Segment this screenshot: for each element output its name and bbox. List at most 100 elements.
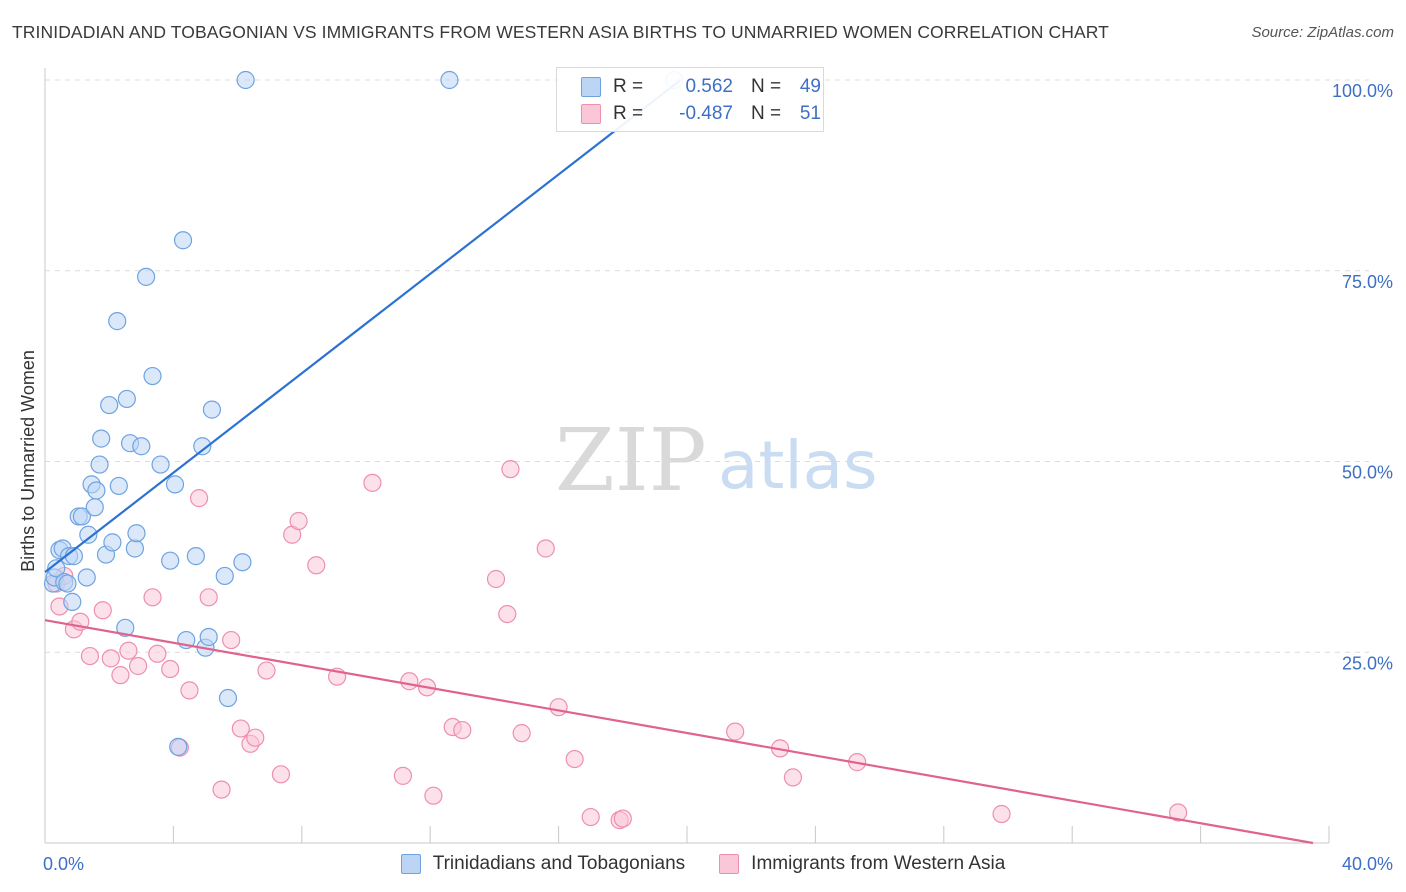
blue-point — [236, 70, 255, 90]
pink-point — [257, 661, 276, 680]
blue-point — [199, 627, 218, 647]
pink-point — [783, 768, 803, 787]
pink-point — [222, 630, 241, 650]
blue-point — [125, 539, 144, 558]
legend-row-pink: R = -0.487 N = 51 — [581, 102, 821, 126]
pink-point — [613, 809, 632, 828]
blue-point — [79, 525, 98, 544]
source-credit: Source: ZipAtlas.com — [1251, 24, 1394, 41]
pink-point — [512, 724, 531, 743]
pink-point — [424, 786, 443, 805]
blue-point — [63, 592, 82, 611]
pink-point — [581, 807, 600, 827]
pink-point — [231, 719, 250, 738]
blue-point — [186, 547, 205, 566]
blue-point — [169, 737, 188, 756]
blue-point — [218, 688, 238, 708]
pink-point — [726, 722, 745, 741]
pink-point — [93, 601, 112, 620]
series-legend: Trinidadians and Tobagonians Immigrants … — [0, 851, 1406, 877]
pink-point — [246, 728, 265, 747]
legend-r-value: -0.487 — [679, 103, 733, 124]
y-tick-label: 50.0% — [1342, 463, 1393, 483]
blue-point — [108, 312, 127, 331]
legend-swatch-pink — [581, 104, 601, 124]
pink-point — [271, 765, 291, 784]
series-legend-item-pink: Immigrants from Western Asia — [719, 853, 1005, 875]
pink-point — [128, 656, 148, 676]
blue-point — [87, 481, 106, 500]
x-tick-label: 40.0% — [1342, 854, 1393, 874]
blue-point — [47, 559, 66, 578]
y-tick-label: 100.0% — [1332, 81, 1393, 101]
blue-trend-line — [44, 79, 682, 574]
series-legend-item-blue: Trinidadians and Tobagonians — [400, 853, 686, 875]
pink-point — [1169, 803, 1188, 822]
chart-title: TRINIDADIAN AND TOBAGONIAN VS IMMIGRANTS… — [12, 22, 1109, 42]
blue-point — [165, 475, 185, 494]
pink-point — [111, 666, 130, 685]
grid-lines — [45, 79, 1369, 653]
pink-point — [307, 556, 326, 575]
pink-point — [393, 766, 413, 785]
blue-point — [90, 455, 109, 474]
blue-point — [77, 568, 96, 587]
watermark-atlas: atlas — [718, 427, 878, 504]
legend-r-value: 0.562 — [685, 76, 733, 97]
axes — [44, 68, 1330, 844]
pink-point — [536, 539, 555, 558]
series-swatch-pink — [719, 854, 740, 874]
pink-point — [549, 698, 568, 717]
pink-point — [180, 681, 199, 700]
series-name-blue: Trinidadians and Tobagonians — [432, 853, 686, 874]
legend-r-label: R = — [613, 103, 644, 124]
blue-point — [193, 437, 212, 456]
legend-row-blue: R = 0.562 N = 49 — [581, 75, 821, 99]
watermark-zip: ZIP — [555, 411, 707, 511]
blue-point — [440, 70, 459, 90]
blue-point — [215, 566, 234, 586]
legend-r-label: R = — [613, 76, 644, 97]
legend-n-label: N = — [751, 76, 782, 97]
pink-point — [148, 644, 167, 663]
pink-point — [119, 641, 138, 660]
trend-lines — [44, 79, 1314, 845]
pink-point — [101, 649, 120, 668]
watermark: ZIP atlas — [555, 411, 878, 511]
blue-point — [233, 553, 252, 572]
x-tick-label: 0.0% — [43, 854, 84, 874]
y-axis-title: Births to Unmarried Women — [18, 350, 38, 572]
correlation-legend: R = 0.562 N = 49 R = -0.487 N = 51 — [556, 67, 824, 132]
pink-point — [992, 804, 1011, 824]
data-points — [43, 70, 1188, 830]
blue-point — [117, 389, 136, 409]
pink-point — [212, 780, 231, 799]
blue-point — [132, 437, 151, 456]
pink-point — [189, 489, 209, 508]
blue-point — [173, 231, 193, 250]
pink-point — [400, 672, 419, 691]
y-tick-label: 75.0% — [1342, 272, 1393, 292]
pink-point — [501, 460, 520, 479]
blue-point — [58, 574, 77, 593]
blue-point — [143, 366, 162, 386]
blue-point — [137, 267, 156, 286]
y-tick-label: 25.0% — [1342, 653, 1393, 673]
pink-trend-line — [44, 619, 1314, 845]
tick-labels: 25.0% 50.0% 75.0% 100.0% 0.0% 40.0% Births to … — [18, 81, 1393, 874]
pink-point — [80, 646, 100, 666]
blue-point — [72, 507, 92, 526]
blue-point — [103, 533, 122, 552]
legend-n-value: 51 — [799, 103, 821, 124]
pink-point — [289, 511, 308, 531]
pink-point — [143, 588, 162, 607]
legend-n-value: 49 — [799, 76, 821, 97]
pink-point — [486, 569, 506, 589]
series-name-pink: Immigrants from Western Asia — [751, 853, 1006, 874]
blue-point — [202, 400, 222, 419]
legend-n-label: N = — [751, 103, 782, 124]
pink-point — [161, 659, 180, 679]
blue-point — [85, 498, 104, 517]
pink-point — [453, 720, 472, 740]
